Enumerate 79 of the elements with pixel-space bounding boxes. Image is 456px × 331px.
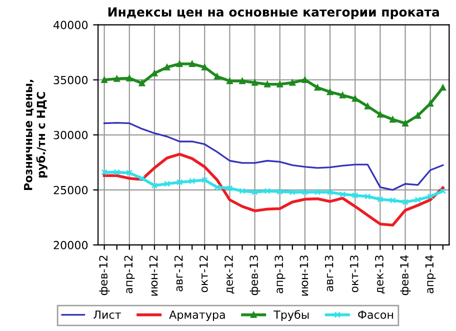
x-tick-label: фев-14 <box>400 255 411 296</box>
line-series <box>103 122 444 191</box>
point <box>289 79 296 86</box>
legend-label: Лист <box>94 310 121 319</box>
point <box>126 75 133 82</box>
point <box>101 76 108 83</box>
point <box>138 80 146 86</box>
point <box>252 188 258 196</box>
point <box>126 170 133 176</box>
x-tick-label: окт-12 <box>199 256 208 292</box>
point <box>164 64 170 70</box>
legend-label: Фасон <box>358 310 393 319</box>
point <box>239 78 246 84</box>
point <box>101 169 108 176</box>
point <box>352 95 358 102</box>
point <box>390 197 396 204</box>
point <box>188 178 196 184</box>
point <box>202 176 208 184</box>
point <box>226 78 233 84</box>
point <box>176 179 183 186</box>
x-tick-label: дек-13 <box>375 256 385 294</box>
legend-label: Трубы <box>274 310 309 321</box>
point <box>377 196 384 202</box>
point <box>390 116 396 123</box>
x-tick-label: апр-14 <box>425 255 436 294</box>
point <box>302 76 308 83</box>
x-tick-label: окт-13 <box>350 256 358 292</box>
point <box>151 182 158 189</box>
y-tick-label: 40000 <box>54 20 88 30</box>
y-tick-label: 30000 <box>54 130 88 140</box>
x-tick-label: апр-12 <box>124 256 135 294</box>
point <box>314 188 321 196</box>
point <box>276 188 283 195</box>
line-series <box>102 152 444 227</box>
point <box>264 188 270 194</box>
x-tick-label: фев-13 <box>250 256 260 296</box>
point <box>414 196 421 203</box>
point <box>176 60 183 68</box>
x-tick-label: фев-12 <box>99 256 110 296</box>
point <box>226 185 233 192</box>
x-tick-label: авг-13 <box>324 256 334 292</box>
point <box>314 84 321 91</box>
legend-label: Арматура <box>169 310 225 321</box>
point <box>252 79 258 86</box>
point <box>440 188 446 194</box>
point <box>402 120 408 126</box>
point <box>402 198 408 206</box>
point <box>326 188 334 196</box>
point <box>440 84 446 91</box>
x-tick-label: апр-13 <box>274 256 286 294</box>
point <box>427 100 434 107</box>
line-series <box>101 169 446 206</box>
y-tick-label: 25000 <box>54 186 88 194</box>
point <box>214 184 220 190</box>
point <box>214 73 220 80</box>
point <box>377 111 384 118</box>
point <box>427 193 434 200</box>
y-tick-label: 20000 <box>54 240 88 250</box>
point <box>302 188 308 196</box>
chart-title: Индексы цен на основные категории проката <box>108 7 439 20</box>
point <box>138 175 146 182</box>
point <box>289 188 296 196</box>
point <box>352 192 358 199</box>
point <box>151 70 158 76</box>
x-tick-label: дек-12 <box>224 256 234 294</box>
point <box>188 60 196 68</box>
point <box>326 88 334 96</box>
point <box>164 180 170 187</box>
x-tick-label: июн-13 <box>300 256 308 296</box>
x-tick-label: авг-12 <box>174 256 183 292</box>
point <box>364 193 371 200</box>
point <box>339 92 346 98</box>
y-axis-title: Розничные цены, руб./тн с НДС <box>24 80 48 190</box>
point <box>414 112 421 119</box>
x-tick-label: июн-12 <box>149 256 158 296</box>
point <box>339 191 346 198</box>
point <box>114 169 120 176</box>
y-tick-label: 35000 <box>54 76 88 84</box>
point <box>239 188 246 194</box>
